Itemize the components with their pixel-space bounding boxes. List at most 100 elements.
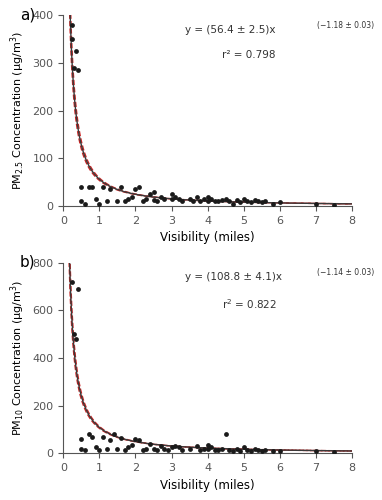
Point [129,441,135,449]
Point [89,432,95,440]
Point [179,446,185,454]
Point [82,200,88,208]
Point [69,35,75,43]
Point [248,198,254,206]
Point [96,446,102,454]
Point [233,196,240,204]
Point [201,444,207,452]
Point [244,446,250,454]
Point [125,444,131,452]
Point [75,285,81,293]
Point [262,198,269,205]
Point [104,444,110,452]
Point [223,430,229,438]
Point [277,198,283,206]
Point [71,330,77,338]
Point [73,47,79,55]
Point [241,195,247,203]
Point [219,196,225,204]
Point [190,198,196,205]
Point [179,198,185,205]
Point [151,196,157,204]
Point [143,444,149,452]
Point [136,183,142,191]
Text: b): b) [20,255,36,270]
Text: y = (108.8 ± 4.1)x: y = (108.8 ± 4.1)x [185,272,282,282]
Point [215,198,222,205]
Text: (−1.14 ± 0.03): (−1.14 ± 0.03) [317,268,375,278]
Point [147,440,153,448]
Point [75,66,81,74]
Y-axis label: PM$_{2.5}$ Concentration (μg/m$^3$): PM$_{2.5}$ Concentration (μg/m$^3$) [8,32,27,190]
Point [168,444,175,452]
Point [241,444,247,452]
Point [237,446,243,454]
X-axis label: Visibility (miles): Visibility (miles) [160,478,255,492]
Point [78,198,84,205]
Point [233,444,240,452]
Point [186,444,193,452]
Point [158,442,164,450]
Point [140,198,146,205]
Point [89,183,95,191]
Point [168,190,175,198]
Point [226,198,232,205]
Point [219,444,225,452]
Point [100,183,106,191]
Point [313,200,319,208]
Point [259,446,265,454]
Point [215,446,222,454]
Y-axis label: PM$_{10}$ Concentration (μg/m$^3$): PM$_{10}$ Concentration (μg/m$^3$) [8,280,27,436]
Point [118,434,124,442]
Point [270,200,276,208]
Point [248,446,254,454]
Point [107,186,113,194]
Point [78,444,84,452]
Point [251,444,257,452]
Point [86,430,92,438]
Point [201,195,207,203]
Point [270,448,276,456]
Point [244,198,250,205]
Point [86,183,92,191]
Point [208,444,214,452]
Point [331,200,337,208]
Point [230,200,236,208]
Point [71,64,77,72]
Point [114,444,120,452]
Point [73,335,79,343]
Text: y = (56.4 ± 2.5)x: y = (56.4 ± 2.5)x [185,25,275,35]
Point [161,444,167,452]
Point [133,435,139,443]
Point [69,21,75,29]
Point [255,446,261,454]
Text: r² = 0.798: r² = 0.798 [222,50,275,59]
Point [133,186,139,194]
Point [104,198,110,205]
Point [96,200,102,208]
Point [78,183,84,191]
Point [251,196,257,204]
Point [111,430,117,438]
Point [172,442,178,450]
Point [172,192,178,200]
Point [226,446,232,454]
Text: (−1.18 ± 0.03): (−1.18 ± 0.03) [317,21,374,30]
Point [197,198,204,205]
Point [118,183,124,191]
Point [154,198,160,205]
Point [147,190,153,198]
Point [208,195,214,203]
Point [176,195,182,203]
Point [194,192,200,200]
Point [107,436,113,444]
Point [205,192,211,200]
Point [114,198,120,205]
Point [78,435,84,443]
Point [143,195,149,203]
Point [129,192,135,200]
Point [262,446,269,454]
Point [186,195,193,203]
Point [69,278,75,285]
Point [212,446,218,454]
